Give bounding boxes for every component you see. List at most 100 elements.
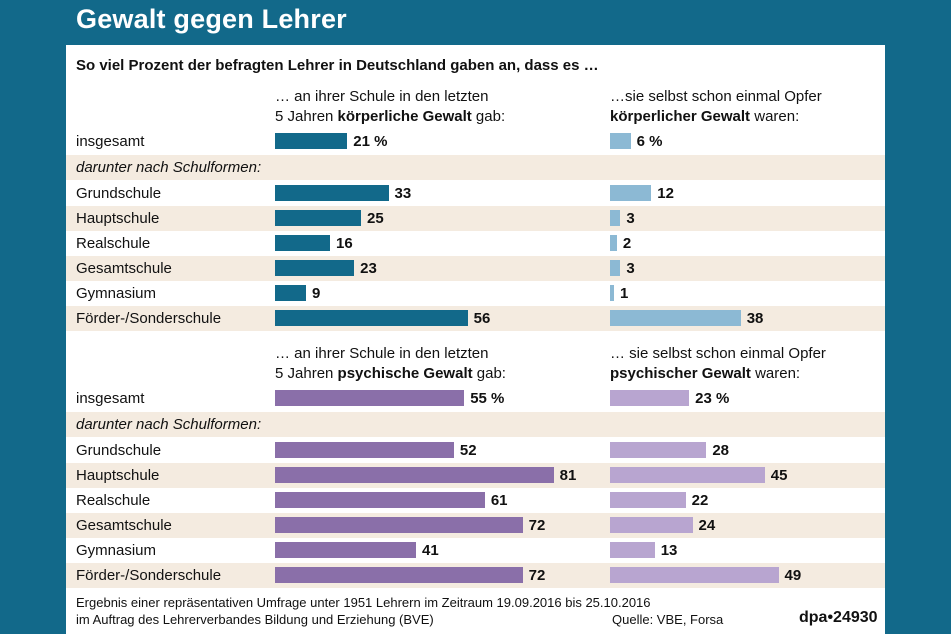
category-label-psych: Realschule <box>76 492 151 509</box>
bar-value-label: 16 <box>336 235 353 252</box>
chart-title: Gewalt gegen Lehrer <box>76 4 347 34</box>
row-band <box>66 155 885 180</box>
bar-psych-school <box>275 542 417 558</box>
category-label-psych: Hauptschule <box>76 467 160 484</box>
physical-left-header: … an ihrer Schule in den letzten 5 Jahre… <box>275 87 505 127</box>
physical-left-header-line2: 5 Jahren körperliche Gewalt gab: <box>275 107 505 127</box>
bar-psych-school <box>275 492 485 508</box>
category-label-physical: Grundschule <box>76 185 162 202</box>
category-label-physical: Gesamtschule <box>76 260 172 277</box>
bar-psych-self <box>610 467 765 483</box>
bar-value-label: 6 % <box>636 133 663 150</box>
bar-value-label: 24 <box>698 517 716 534</box>
bar-physical-school <box>275 235 331 251</box>
bar-physical-school <box>275 310 468 326</box>
bar-physical-school <box>275 210 361 226</box>
psych-right-header-line1: … sie selbst schon einmal Opfer <box>610 345 826 362</box>
bar-value-label: 13 <box>660 542 678 559</box>
header-bold-text: psychische Gewalt <box>337 365 473 382</box>
subgroup-heading: darunter nach Schulformen: <box>76 416 262 433</box>
source-credit: Quelle: VBE, Forsa <box>612 612 724 627</box>
bar-value-label: 41 <box>422 542 439 559</box>
physical-left-header-line1: … an ihrer Schule in den letzten <box>275 88 489 105</box>
header-text: waren: <box>750 108 800 125</box>
row-band <box>66 306 885 331</box>
bar-physical-school <box>275 185 389 201</box>
bar-psych-school <box>275 517 523 533</box>
bar-value-label: 56 <box>473 310 491 327</box>
physical-right-header-line2: körperlicher Gewalt waren: <box>610 107 822 127</box>
bar-psych-self <box>610 567 779 583</box>
header-text: waren: <box>750 365 801 382</box>
bar-psych-self <box>610 390 690 406</box>
psych-right-header-line2: psychischer Gewalt waren: <box>610 364 826 384</box>
bar-value-label: 38 <box>746 310 764 327</box>
psych-left-header-line1: … an ihrer Schule in den letzten <box>275 345 489 362</box>
bar-physical-self <box>610 133 631 149</box>
bar-physical-self <box>610 210 621 226</box>
bar-value-label: 72 <box>528 517 546 534</box>
category-label-physical: Gymnasium <box>76 285 157 302</box>
category-label-physical: Hauptschule <box>76 210 160 227</box>
bar-value-label: 2 <box>622 235 632 252</box>
header-text: gab: <box>471 108 506 125</box>
bar-value-label: 12 <box>657 185 674 202</box>
physical-right-header-line1: …sie selbst schon einmal Opfer <box>610 88 822 105</box>
bar-value-label: 49 <box>784 567 802 584</box>
psych-left-header-line2: 5 Jahren psychische Gewalt gab: <box>275 364 506 384</box>
header-text: gab: <box>472 365 506 382</box>
bar-psych-school <box>275 390 465 406</box>
category-label-psych: insgesamt <box>76 390 145 407</box>
bar-physical-school <box>275 285 306 301</box>
bar-value-label: 3 <box>626 260 635 277</box>
row-band <box>66 256 885 281</box>
bar-value-label: 9 <box>311 285 321 302</box>
category-label-physical: insgesamt <box>76 133 145 150</box>
psych-left-header: … an ihrer Schule in den letzten 5 Jahre… <box>275 344 506 384</box>
row-band <box>66 412 885 437</box>
bar-psych-school <box>275 442 454 458</box>
bar-physical-self <box>610 310 741 326</box>
row-band <box>66 206 885 231</box>
bar-physical-self <box>610 235 617 251</box>
bar-physical-self <box>610 285 614 301</box>
bar-value-label: 22 <box>691 492 709 509</box>
bar-psych-self <box>610 442 707 458</box>
bar-value-label: 1 <box>620 285 629 302</box>
bar-psych-self <box>610 517 693 533</box>
dpa-brand: dpa•24930 <box>799 609 878 626</box>
bar-value-label: 23 % <box>695 390 730 407</box>
category-label-physical: Förder-/Sonderschule <box>76 310 222 327</box>
bar-value-label: 3 <box>626 210 635 227</box>
chart-panel: So viel Prozent der befragten Lehrer in … <box>66 45 885 634</box>
bar-value-label: 25 <box>367 210 384 227</box>
bar-value-label: 52 <box>459 442 477 459</box>
header-text: 5 Jahren <box>275 365 338 382</box>
psych-right-header: … sie selbst schon einmal Opfer psychisc… <box>610 344 826 384</box>
subgroup-heading: darunter nach Schulformen: <box>76 159 262 176</box>
bar-psych-school <box>275 567 523 583</box>
bar-value-label: 23 <box>360 260 377 277</box>
header-bold-text: psychischer Gewalt <box>610 365 751 382</box>
header-bold-text: körperliche Gewalt <box>337 108 472 125</box>
footnote-line2: im Auftrag des Lehrerverbandes Bildung u… <box>76 612 434 627</box>
bar-value-label: 33 <box>394 185 412 202</box>
bar-physical-self <box>610 185 652 201</box>
bar-psych-self <box>610 542 655 558</box>
bar-value-label: 21 % <box>353 133 388 150</box>
bar-psych-self <box>610 492 686 508</box>
category-label-psych: Grundschule <box>76 442 162 459</box>
bar-psych-school <box>275 467 554 483</box>
bar-physical-school <box>275 260 355 276</box>
chart-subtitle: So viel Prozent der befragten Lehrer in … <box>76 57 599 74</box>
bar-value-label: 45 <box>770 467 788 484</box>
category-label-physical: Realschule <box>76 235 151 252</box>
bar-value-label: 28 <box>712 442 729 459</box>
header-text: 5 Jahren <box>275 108 338 125</box>
footnote-line1: Ergebnis einer repräsentativen Umfrage u… <box>76 595 651 610</box>
category-label-psych: Gymnasium <box>76 542 157 559</box>
bar-value-label: 72 <box>528 567 546 584</box>
bar-physical-self <box>610 260 621 276</box>
bar-value-label: 61 <box>490 492 508 509</box>
category-label-psych: Gesamtschule <box>76 517 172 534</box>
